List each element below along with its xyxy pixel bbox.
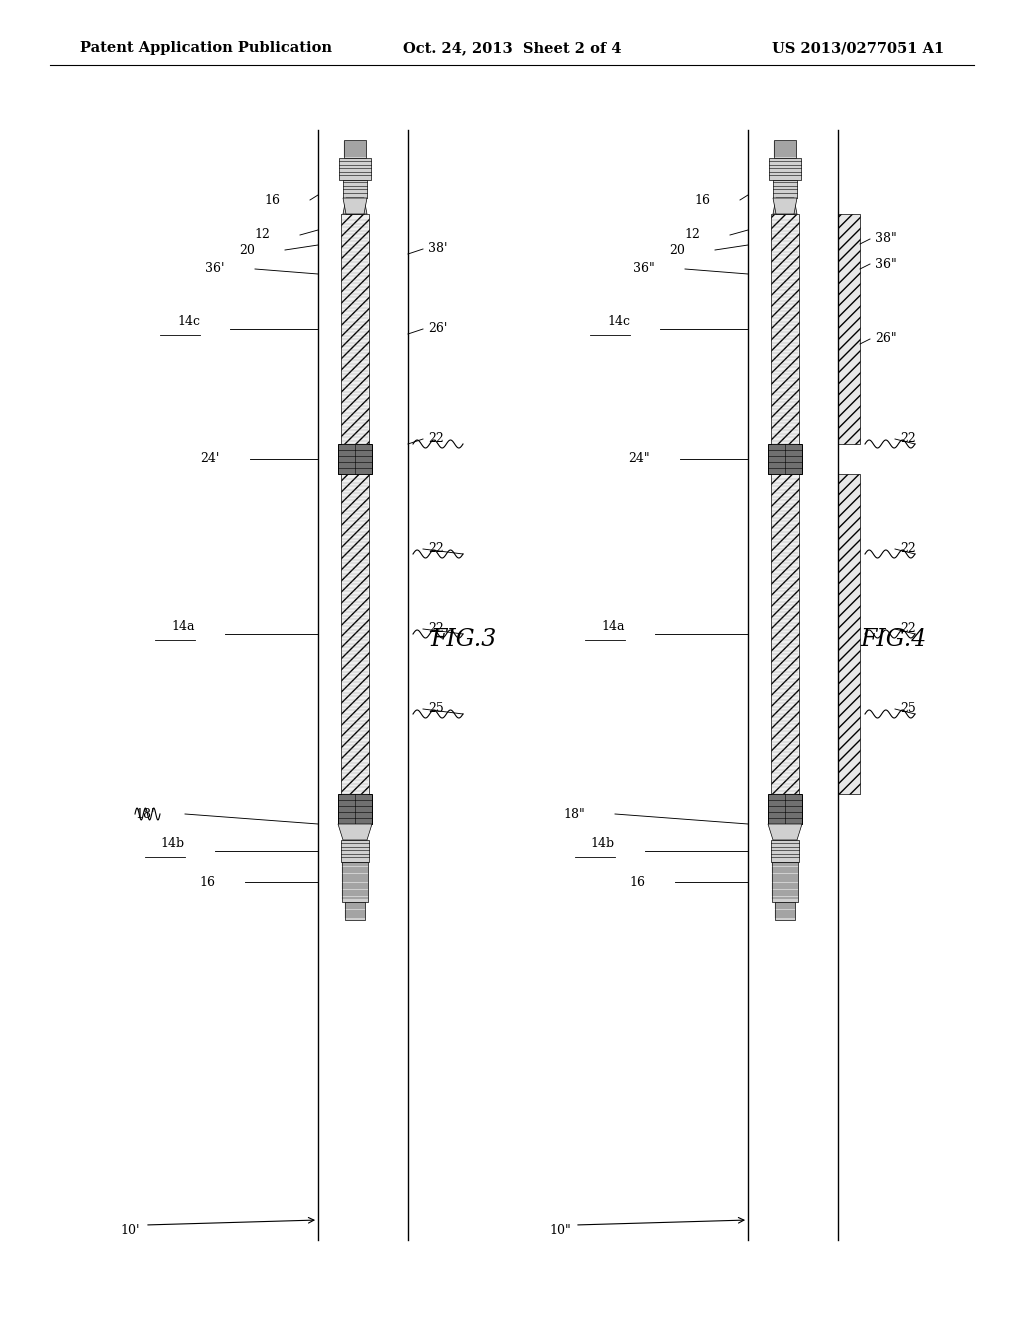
Text: 18': 18'	[135, 808, 155, 821]
Polygon shape	[343, 198, 367, 214]
Text: 22: 22	[428, 623, 443, 635]
Bar	[838, 474, 860, 795]
Text: 14a: 14a	[601, 620, 625, 634]
Text: 16: 16	[264, 194, 280, 206]
Text: 12: 12	[254, 228, 270, 242]
Text: 36": 36"	[874, 257, 897, 271]
Bar	[772, 862, 798, 902]
Text: Oct. 24, 2013  Sheet 2 of 4: Oct. 24, 2013 Sheet 2 of 4	[402, 41, 622, 55]
Text: 14a: 14a	[171, 620, 195, 634]
Polygon shape	[343, 198, 367, 214]
Text: 26": 26"	[874, 333, 897, 346]
Text: 20: 20	[669, 243, 685, 256]
Bar	[343, 180, 367, 198]
Bar	[771, 214, 799, 444]
Bar	[346, 214, 364, 444]
Text: 14b: 14b	[161, 837, 185, 850]
Text: 26': 26'	[428, 322, 447, 335]
Text: 22: 22	[900, 623, 915, 635]
Polygon shape	[773, 198, 797, 214]
Bar	[771, 840, 799, 862]
Text: 24': 24'	[201, 453, 220, 466]
Text: 10": 10"	[549, 1224, 570, 1237]
Polygon shape	[773, 198, 797, 214]
Polygon shape	[338, 824, 372, 840]
Bar	[338, 795, 372, 824]
Bar	[342, 862, 368, 902]
Text: FIG.4: FIG.4	[860, 628, 927, 652]
Bar	[769, 158, 801, 180]
Text: 24": 24"	[629, 453, 650, 466]
Text: 25: 25	[428, 702, 443, 715]
Bar	[346, 474, 364, 795]
Bar	[345, 902, 365, 920]
Bar	[776, 474, 794, 795]
Text: 36": 36"	[633, 263, 655, 276]
Bar	[768, 444, 802, 474]
Text: US 2013/0277051 A1: US 2013/0277051 A1	[772, 41, 944, 55]
Text: 20: 20	[240, 243, 255, 256]
Bar	[775, 902, 795, 920]
Text: 16: 16	[629, 875, 645, 888]
Text: 38": 38"	[874, 232, 897, 246]
Text: 18": 18"	[563, 808, 585, 821]
Bar	[771, 474, 799, 795]
Text: 38': 38'	[428, 243, 447, 256]
Bar	[768, 795, 802, 824]
Bar	[341, 840, 369, 862]
Text: 14b: 14b	[591, 837, 615, 850]
Text: 12: 12	[684, 228, 700, 242]
Text: FIG.3: FIG.3	[430, 628, 497, 652]
Text: 14c: 14c	[177, 315, 200, 327]
Bar	[776, 214, 794, 444]
Bar	[338, 444, 372, 474]
Bar	[773, 180, 797, 198]
Text: 22: 22	[428, 433, 443, 446]
Text: 10': 10'	[120, 1224, 139, 1237]
Text: 22: 22	[428, 543, 443, 556]
Bar	[341, 214, 369, 444]
Polygon shape	[768, 824, 802, 840]
Text: 16: 16	[199, 875, 215, 888]
Text: 25: 25	[900, 702, 915, 715]
Text: 22: 22	[900, 433, 915, 446]
Text: 14c: 14c	[607, 315, 630, 327]
Bar	[838, 214, 860, 444]
Bar	[774, 140, 796, 158]
Bar	[341, 474, 369, 795]
Bar	[339, 158, 371, 180]
Text: 36': 36'	[206, 263, 225, 276]
Bar	[344, 140, 366, 158]
Text: 16: 16	[694, 194, 710, 206]
Text: 22: 22	[900, 543, 915, 556]
Text: Patent Application Publication: Patent Application Publication	[80, 41, 332, 55]
